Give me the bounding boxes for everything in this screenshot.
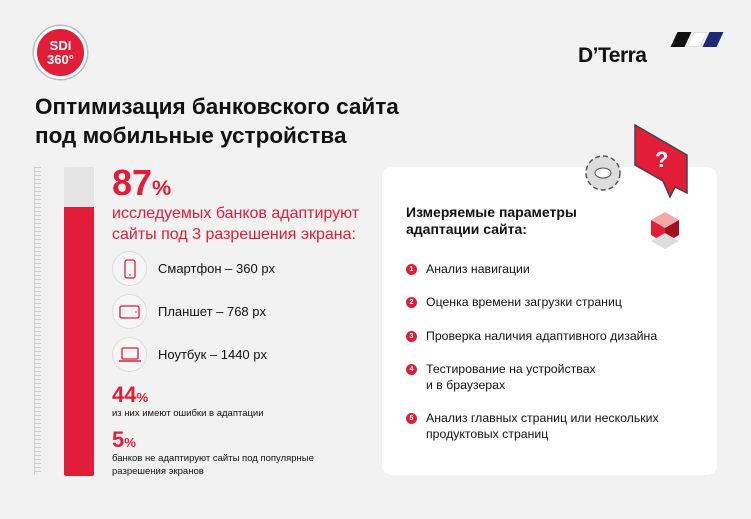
stat-44: 44%: [112, 382, 148, 408]
item-text: Анализ навигации: [426, 262, 530, 276]
parameter-item: 2 Оценка времени загрузки страниц: [406, 294, 622, 310]
sdi-360-logo: SDI 360°: [34, 26, 87, 79]
title-line1: Оптимизация банковского сайта: [35, 94, 399, 119]
item-text: Анализ главных страниц или нескольких: [426, 411, 659, 425]
logo-line2: 360°: [47, 52, 74, 67]
card-title: Измеряемые параметры адаптации сайта:: [406, 204, 577, 238]
page-title: Оптимизация банковского сайта под мобильн…: [35, 92, 399, 150]
item-number-badge: 3: [406, 331, 417, 342]
stat-5-text: банков не адаптируют сайты под популярны…: [112, 452, 314, 478]
main-stat-line1: исследуемых банков адаптируют: [112, 205, 360, 222]
brand-stripes: [668, 0, 728, 50]
main-stat-line2: сайты под 3 разрешения экрана:: [112, 226, 356, 243]
parameter-item: 4 Тестирование на устройствах и в браузера…: [406, 361, 596, 393]
item-number-badge: 4: [406, 364, 417, 375]
stat-number: 44: [112, 382, 137, 407]
item-text: Тестирование на устройствах: [426, 362, 596, 376]
stat-line2: разрешения экранов: [112, 466, 204, 477]
item-text-line2: и в браузерах: [426, 378, 506, 392]
item-text-line2: продуктовых страниц: [426, 427, 549, 441]
stat-unit: %: [136, 390, 149, 405]
decor-illustration: ?: [585, 123, 688, 249]
device-label: Ноутбук – 1440 px: [158, 347, 267, 362]
logo-line1: SDI: [49, 38, 72, 53]
item-number-badge: 2: [406, 297, 417, 308]
main-stat-text: исследуемых банков адаптируют сайты под 3…: [112, 203, 359, 245]
gear-icon: [585, 155, 621, 191]
stat-44-text: из них имеют ошибки в адаптации: [112, 407, 264, 420]
stat-unit: %: [124, 435, 136, 450]
progress-fill: [64, 207, 94, 476]
question-mark: ?: [655, 147, 668, 172]
card-title-line1: Измеряемые параметры: [406, 204, 577, 220]
main-stat-number: 87: [112, 162, 153, 203]
card-title-line2: адаптации сайта:: [406, 221, 527, 237]
parameter-item: 1 Анализ навигации: [406, 261, 530, 277]
parameter-item: 3 Проверка наличия адаптивного дизайна: [406, 328, 657, 344]
device-smartphone: Смартфон – 360 px: [112, 251, 275, 286]
title-line2: под мобильные устройства: [35, 123, 347, 148]
parameter-item: 5 Анализ главных страниц или нескольких пр…: [406, 410, 659, 442]
ruler-scale: [34, 167, 41, 475]
item-text: Проверка наличия адаптивного дизайна: [426, 329, 658, 343]
question-bubble-icon: ?: [634, 123, 688, 199]
device-tablet: Планшет – 768 px: [112, 294, 266, 329]
device-label: Планшет – 768 px: [158, 304, 267, 319]
dterra-logo: D’Terra: [578, 44, 647, 67]
laptop-icon: [112, 337, 147, 372]
stat-line1: из них имеют ошибки в адаптации: [112, 408, 264, 419]
device-laptop: Ноутбук – 1440 px: [112, 337, 267, 372]
stat-number: 5: [112, 427, 125, 452]
item-text: Оценка времени загрузки страниц: [426, 295, 622, 309]
tablet-icon: [112, 294, 147, 329]
stat-5: 5%: [112, 427, 136, 453]
smartphone-icon: [112, 251, 147, 286]
cube-icon: [651, 212, 679, 249]
device-label: Смартфон – 360 px: [158, 261, 276, 276]
stat-line1: банков не адаптируют сайты под популярны…: [112, 453, 314, 464]
main-stat-value: 87%: [112, 162, 171, 204]
item-number-badge: 5: [406, 413, 417, 424]
main-stat-unit: %: [152, 175, 172, 200]
item-number-badge: 1: [406, 264, 417, 275]
progress-bar: [64, 167, 94, 476]
